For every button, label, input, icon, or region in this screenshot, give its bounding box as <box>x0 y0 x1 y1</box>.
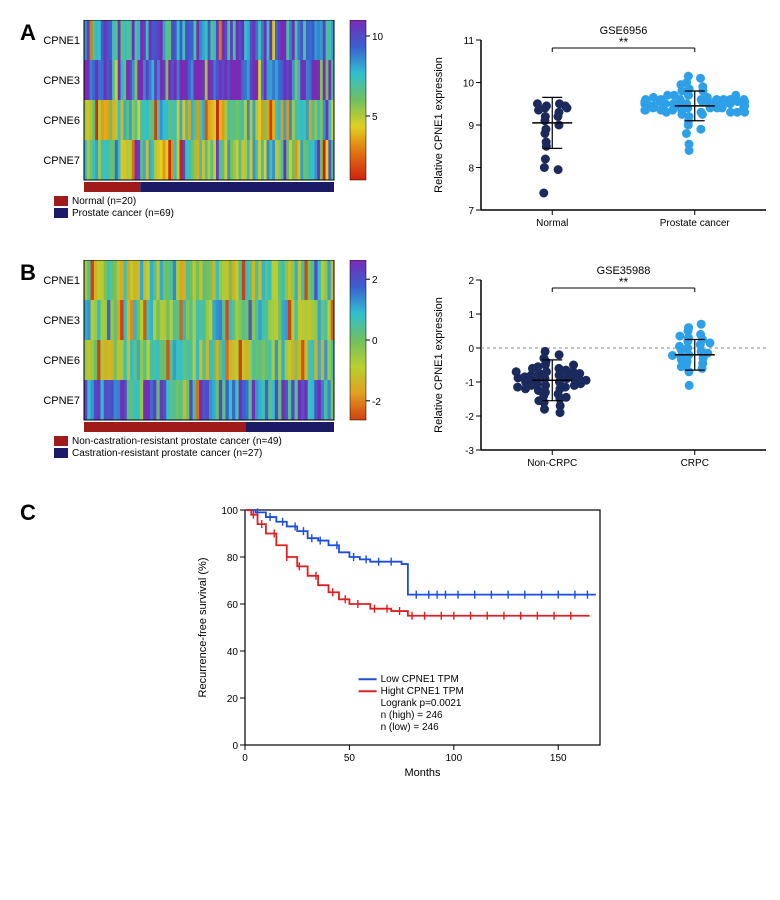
panel-b: B CPNE1 CPNE3 CPNE6 CPNE7 2 0 -2 Non-castration… <box>20 260 760 485</box>
svg-text:2: 2 <box>372 275 378 286</box>
svg-text:-3: -3 <box>465 446 474 457</box>
svg-text:9: 9 <box>468 121 474 132</box>
svg-text:Months: Months <box>404 767 441 779</box>
svg-text:100: 100 <box>221 506 238 517</box>
svg-text:CPNE6: CPNE6 <box>43 115 80 127</box>
panel-b-heatmap: CPNE1 CPNE3 CPNE6 CPNE7 2 0 -2 Non-castration-r… <box>36 260 406 485</box>
svg-text:80: 80 <box>227 553 239 564</box>
svg-text:**: ** <box>619 35 629 49</box>
svg-text:-2: -2 <box>372 397 381 408</box>
svg-text:Low CPNE1 TPM: Low CPNE1 TPM <box>381 674 459 685</box>
svg-text:100: 100 <box>445 753 462 764</box>
svg-text:CPNE6: CPNE6 <box>43 355 80 367</box>
svg-text:-2: -2 <box>465 412 474 423</box>
svg-text:20: 20 <box>227 694 239 705</box>
panel-c: C 0 20 40 60 80 100 0 50 100 150 Months Recurrence-… <box>20 500 760 780</box>
svg-text:CRPC: CRPC <box>680 458 708 469</box>
svg-text:0: 0 <box>232 741 238 752</box>
svg-text:0: 0 <box>242 753 248 764</box>
svg-text:CPNE1: CPNE1 <box>43 35 80 47</box>
svg-text:CPNE3: CPNE3 <box>43 315 80 327</box>
panel-a: A CPNE1CPNE3CPNE6CPNE7105Normal (n=20)Pr… <box>20 20 760 245</box>
svg-text:10: 10 <box>372 32 384 43</box>
svg-text:0: 0 <box>468 344 474 355</box>
svg-text:Relative CPNE1 expression: Relative CPNE1 expression <box>433 297 445 433</box>
svg-text:150: 150 <box>550 753 567 764</box>
svg-text:Normal (n=20): Normal (n=20) <box>72 196 136 207</box>
panel-b-scatter: -3-2-1012GSE35988Relative CPNE1 expressi… <box>406 260 776 485</box>
svg-text:2: 2 <box>468 276 474 287</box>
svg-text:-1: -1 <box>465 378 474 389</box>
svg-text:7: 7 <box>468 206 474 217</box>
svg-text:CPNE7: CPNE7 <box>43 395 80 407</box>
svg-text:Relative CPNE1 expression: Relative CPNE1 expression <box>433 57 445 193</box>
svg-text:Non-CRPC: Non-CRPC <box>527 458 577 469</box>
svg-text:CPNE7: CPNE7 <box>43 155 80 167</box>
svg-text:n (low) = 246: n (low) = 246 <box>381 722 440 733</box>
panel-c-label: C <box>20 500 36 525</box>
svg-text:60: 60 <box>227 600 239 611</box>
svg-text:50: 50 <box>344 753 356 764</box>
svg-text:CPNE3: CPNE3 <box>43 75 80 87</box>
svg-text:Non-castration-resistant prost: Non-castration-resistant prostate cancer… <box>72 436 282 447</box>
svg-text:8: 8 <box>468 164 474 175</box>
panel-a-heatmap: CPNE1 CPNE3 CPNE6 CPNE7 10 5 Normal (n=20)Pros… <box>36 20 406 245</box>
svg-text:Logrank p=0.0021: Logrank p=0.0021 <box>381 698 462 709</box>
panel-b-label: B <box>20 260 36 285</box>
svg-text:11: 11 <box>464 36 475 47</box>
svg-text:Normal: Normal <box>536 218 568 229</box>
svg-text:Castration-resistant prostate: Castration-resistant prostate cancer (n=… <box>72 448 262 459</box>
svg-text:40: 40 <box>227 647 239 658</box>
svg-text:10: 10 <box>463 79 475 90</box>
svg-text:CPNE1: CPNE1 <box>43 275 80 287</box>
svg-text:1: 1 <box>468 310 474 321</box>
svg-text:Prostate cancer (n=69): Prostate cancer (n=69) <box>72 208 174 219</box>
svg-text:**: ** <box>619 275 629 289</box>
svg-text:n (high) = 246: n (high) = 246 <box>381 710 443 721</box>
svg-text:Recurrence-free survival (%): Recurrence-free survival (%) <box>197 558 209 698</box>
survival-plot: 0 20 40 60 80 100 0 50 100 150 Months Recurrence-fr… <box>190 500 610 780</box>
panel-a-scatter: 7891011GSE6956Relative CPNE1 expressionN… <box>406 20 776 245</box>
svg-text:Prostate cancer: Prostate cancer <box>660 218 731 229</box>
panel-a-label: A <box>20 20 36 45</box>
svg-text:5: 5 <box>372 112 378 123</box>
svg-text:Hight CPNE1 TPM: Hight CPNE1 TPM <box>381 686 464 697</box>
svg-text:0: 0 <box>372 336 378 347</box>
